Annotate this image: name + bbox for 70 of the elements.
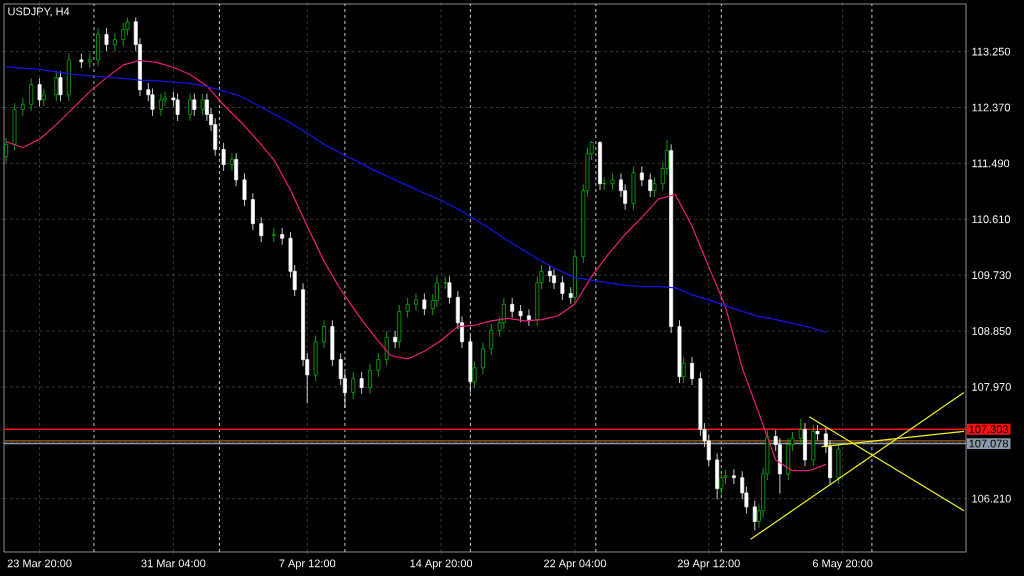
candlestick (242, 173, 247, 207)
candlestick (798, 418, 803, 446)
x-tick-label: 14 Apr 20:00 (410, 559, 473, 570)
x-tick-label: 7 Apr 12:00 (279, 559, 336, 570)
y-tick-label: 107.970 (972, 382, 1011, 391)
candlestick (731, 469, 736, 485)
candlestick (271, 227, 276, 243)
candlestick (384, 330, 389, 367)
candlestick (560, 276, 565, 301)
candlestick (368, 363, 372, 395)
x-tick-label: 31 Mar 04:00 (141, 559, 206, 568)
y-tick-label: 113.250 (972, 47, 1011, 56)
candlestick (447, 276, 452, 305)
candlestick (351, 371, 356, 400)
candlestick (58, 70, 63, 102)
y-tick-label: 111.490 (972, 159, 1010, 168)
candlestick (681, 356, 686, 384)
x-tick-label: 23 Mar 20:00 (7, 559, 72, 568)
candlestick (690, 356, 694, 386)
candlestick (422, 293, 427, 316)
candlestick (648, 173, 653, 198)
candlestick (230, 152, 234, 172)
candlestick (121, 22, 126, 47)
candlestick (259, 216, 264, 243)
y-tick-label: 108.850 (972, 327, 1011, 335)
candlestick (393, 330, 398, 349)
y-tick-label: 106.210 (972, 494, 1011, 503)
candlestick (4, 137, 9, 164)
candlestick (568, 286, 573, 305)
x-tick-label: 6 May 20:00 (812, 559, 873, 570)
candlestick (29, 77, 34, 112)
chart-title: USDJPY, H4 (8, 7, 70, 17)
candlestick (489, 323, 494, 356)
candlestick (192, 93, 197, 117)
candlestick (752, 500, 757, 531)
candlestick (200, 93, 205, 117)
candlestick (434, 276, 439, 308)
candlestick (552, 269, 556, 290)
candlestick (188, 93, 193, 122)
candlestick (480, 342, 485, 375)
candlestick (280, 227, 285, 246)
candlestick (37, 77, 42, 107)
y-tick-label: 112.370 (972, 103, 1011, 112)
y-tick-label: 110.610 (972, 215, 1011, 224)
candlestick (405, 297, 410, 319)
candlestick (54, 70, 59, 102)
candlestick (414, 293, 418, 312)
candlestick (652, 176, 657, 198)
candlestick (526, 309, 531, 327)
candlestick (158, 93, 163, 117)
candlestick (79, 53, 84, 69)
x-tick-label: 22 Apr 04:00 (543, 559, 606, 570)
x-tick-label: 29 Apr 12:00 (677, 559, 740, 570)
line-series (5, 59, 827, 472)
candlestick (221, 142, 226, 172)
candlestick (234, 152, 239, 187)
ref-line-label: 107.303 (969, 425, 1008, 434)
candlestick (501, 297, 506, 330)
candlestick (639, 166, 644, 187)
candlestick (510, 297, 515, 319)
y-tick-label: 109.730 (972, 271, 1011, 280)
candlestick (87, 53, 92, 69)
ref-line-label: 107.078 (969, 439, 1008, 448)
candlestick (815, 424, 820, 441)
candlestick (719, 470, 724, 496)
candlestick (376, 352, 381, 378)
candlestick (322, 319, 326, 349)
candlestick (472, 361, 477, 389)
candlestick (104, 27, 109, 52)
candlestick (359, 371, 364, 395)
